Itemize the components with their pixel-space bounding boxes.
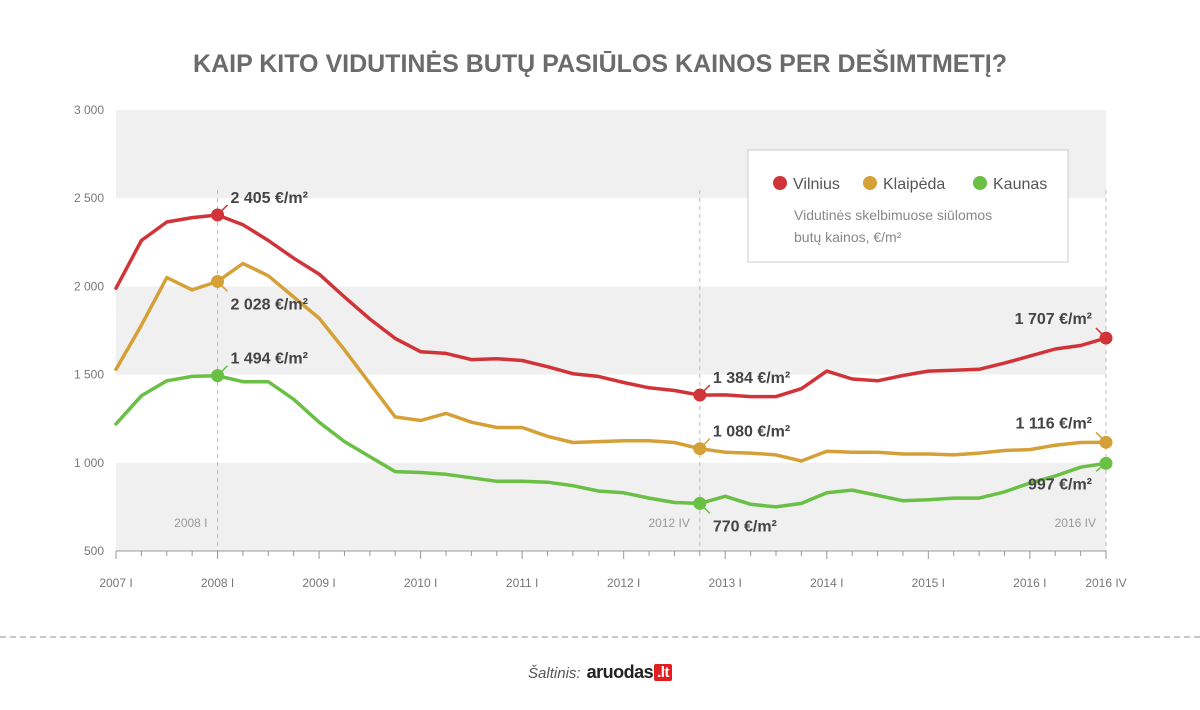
x-tick-label: 2016 I bbox=[1013, 576, 1046, 590]
legend-label-klaipėda: Klaipėda bbox=[883, 176, 945, 193]
marker-label: 2008 I bbox=[174, 516, 207, 530]
data-point bbox=[693, 388, 707, 402]
x-tick-label: 2009 I bbox=[302, 576, 335, 590]
source: Šaltinis: aruodas .lt bbox=[0, 662, 1200, 683]
legend-dot-vilnius bbox=[773, 176, 787, 190]
x-tick-label: 2015 I bbox=[912, 576, 945, 590]
source-label: Šaltinis: bbox=[528, 665, 581, 682]
x-tick-label: 2014 I bbox=[810, 576, 843, 590]
grid-band bbox=[116, 462, 1106, 551]
period-markers: 2008 I 2012 IV 2016 IV bbox=[174, 190, 1107, 551]
data-label: 997 €/m² bbox=[1028, 476, 1092, 493]
data-label: 770 €/m² bbox=[713, 518, 777, 535]
data-point bbox=[693, 442, 707, 456]
legend-note-line1: Vidutinės skelbimuose siūlomos bbox=[794, 207, 992, 223]
data-label: 1 707 €/m² bbox=[1015, 311, 1092, 328]
axes: 500 1 000 1 500 2 000 2 500 3 000 2007 I 2008 I… bbox=[74, 103, 1127, 590]
data-point bbox=[1099, 331, 1113, 345]
aruodas-logo[interactable]: aruodas .lt bbox=[587, 662, 672, 682]
footer-divider bbox=[0, 636, 1200, 638]
data-point bbox=[1099, 456, 1113, 470]
y-tick-label: 2 500 bbox=[74, 191, 104, 205]
data-point bbox=[211, 274, 225, 288]
x-tick-label: 2011 I bbox=[506, 576, 538, 590]
data-point bbox=[693, 496, 707, 510]
data-label: 1 384 €/m² bbox=[713, 370, 790, 387]
data-point bbox=[211, 208, 225, 222]
logo-text: aruodas bbox=[586, 662, 654, 682]
data-label: 1 116 €/m² bbox=[1016, 415, 1093, 432]
legend-label-kaunas: Kaunas bbox=[993, 176, 1047, 193]
series-line-klaipėda bbox=[114, 261, 1108, 463]
x-tick-label: 2008 I bbox=[201, 576, 234, 590]
y-tick-label: 500 bbox=[84, 544, 104, 558]
annotations: 2 405 €/m² 2 028 €/m² 1 494 €/m² 1 384 €/m²… bbox=[211, 190, 1113, 535]
legend-box bbox=[747, 149, 1069, 263]
grid-band bbox=[116, 286, 1106, 375]
marker-label: 2016 IV bbox=[1055, 516, 1096, 530]
y-tick-label: 1 000 bbox=[74, 456, 104, 470]
chart-title: KAIP KITO VIDUTINĖS BUTŲ PASIŪLOS KAINOS… bbox=[193, 48, 1007, 78]
x-tick-label: 2016 IV bbox=[1085, 576, 1126, 590]
x-tick-label: 2007 I bbox=[99, 576, 132, 590]
legend: Vilnius Klaipėda Kaunas Vidutinės skelbimu… bbox=[747, 149, 1069, 263]
legend-items: Vilnius Klaipėda Kaunas bbox=[773, 176, 1047, 193]
marker-label: 2012 IV bbox=[648, 516, 689, 530]
x-tick-label: 2012 I bbox=[607, 576, 640, 590]
y-tick-label: 1 500 bbox=[74, 368, 104, 382]
grid-band bbox=[116, 374, 1106, 463]
series-lines bbox=[114, 213, 1108, 509]
legend-dot-klaipėda bbox=[863, 176, 877, 190]
x-tick-label: 2010 I bbox=[404, 576, 437, 590]
series-line-kaunas bbox=[114, 373, 1108, 509]
chart: KAIP KITO VIDUTINĖS BUTŲ PASIŪLOS KAINOS… bbox=[74, 48, 1127, 590]
data-label: 2 028 €/m² bbox=[231, 296, 308, 313]
logo-suffix: .lt bbox=[654, 664, 672, 681]
data-label: 1 494 €/m² bbox=[231, 351, 308, 368]
legend-note-line2: butų kainos, €/m² bbox=[794, 229, 902, 245]
data-label: 2 405 €/m² bbox=[231, 190, 308, 207]
series-line-vilnius bbox=[114, 213, 1108, 399]
x-tick-label: 2013 I bbox=[709, 576, 742, 590]
y-tick-label: 3 000 bbox=[74, 103, 104, 117]
data-point bbox=[211, 369, 225, 383]
y-tick-label: 2 000 bbox=[74, 279, 104, 293]
legend-dot-kaunas bbox=[973, 176, 987, 190]
legend-label-vilnius: Vilnius bbox=[793, 176, 840, 193]
data-label: 1 080 €/m² bbox=[713, 424, 790, 441]
data-point bbox=[1099, 435, 1113, 449]
